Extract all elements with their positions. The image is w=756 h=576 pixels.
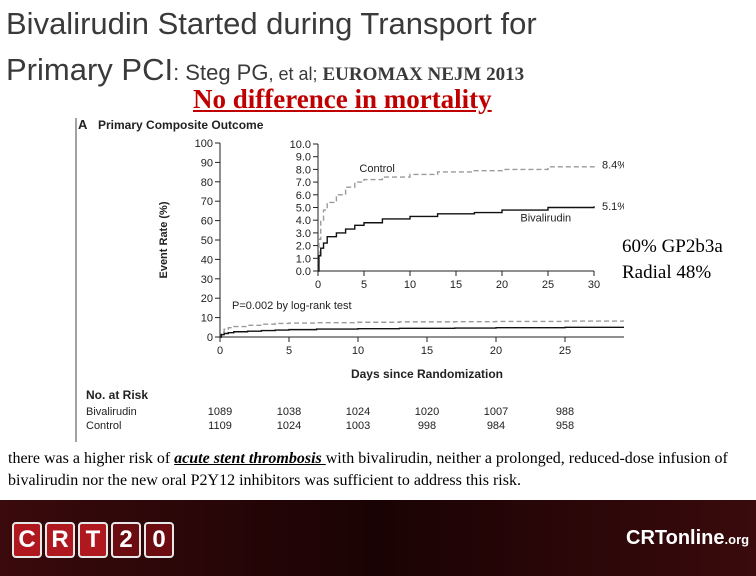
main-y-tick-label: 100 — [195, 138, 213, 150]
inset-y-tick-label: 4.0 — [296, 215, 311, 227]
logo-letter-t: T — [78, 522, 108, 558]
inset-curve-control — [318, 164, 595, 272]
at-risk-value: 988 — [556, 406, 574, 418]
inset-x-tick-label: 10 — [404, 279, 416, 291]
at-risk-value: 1024 — [346, 406, 370, 418]
at-risk-value: 998 — [418, 420, 436, 432]
inset-x-tick-label: 25 — [542, 279, 554, 291]
at-risk-value: 984 — [487, 420, 505, 432]
inset-y-tick-label: 7.0 — [296, 177, 311, 189]
at-risk-value: 958 — [556, 420, 574, 432]
main-y-tick-label: 30 — [201, 274, 213, 286]
crt20-logo: C R T 2 0 — [12, 522, 177, 558]
main-y-tick-label: 80 — [201, 177, 213, 189]
logo-digit-2: 2 — [111, 522, 141, 558]
inset-y-tick-label: 2.0 — [296, 241, 311, 253]
slide-title-line2: Primary PCI: Steg PG, et al; EUROMAX NEJ… — [6, 52, 524, 88]
inset-y-tick-label: 6.0 — [296, 190, 311, 202]
main-x-tick-label: 10 — [352, 345, 364, 357]
y-axis-label: Event Rate (%) — [158, 201, 170, 278]
inset-x-tick-label: 20 — [496, 279, 508, 291]
caption-post: with bivalirudin, neither a prolonged, r… — [8, 450, 728, 489]
chart-title: Primary Composite Outcome — [98, 118, 264, 132]
panel-label: A — [78, 117, 88, 132]
logo-letter-c: C — [12, 522, 42, 558]
side-note-gp2b3a: 60% GP2b3a — [622, 236, 723, 257]
at-risk-value: 1109 — [208, 420, 232, 432]
main-x-tick-label: 5 — [286, 345, 292, 357]
title-etal: , et al; — [268, 64, 323, 84]
main-x-tick-label: 20 — [490, 345, 502, 357]
inset-y-tick-label: 1.0 — [296, 253, 311, 265]
crtonline-logo: CRTonline.org — [626, 527, 749, 550]
logo-letter-r: R — [45, 522, 75, 558]
main-x-tick-label: 25 — [559, 345, 571, 357]
title-citation: EUROMAX NEJM 2013 — [322, 64, 525, 85]
main-y-tick-label: 50 — [201, 235, 213, 247]
footer-bar: C R T 2 0 CRTonline.org — [0, 500, 756, 576]
crtonline-suffix: .org — [724, 532, 750, 547]
main-y-tick-label: 0 — [207, 332, 213, 344]
title-author: : Steg PG — [173, 60, 269, 85]
at-risk-value: 1003 — [346, 420, 370, 432]
inset-y-tick-label: 0.0 — [296, 266, 311, 278]
caption-stent-thrombosis: acute stent thrombosis — [174, 450, 326, 467]
at-risk-heading: No. at Risk — [86, 388, 148, 402]
at-risk-value: 1020 — [415, 406, 439, 418]
main-x-tick-label: 0 — [217, 345, 223, 357]
p-value-label: P=0.002 by log-rank test — [232, 300, 352, 312]
end-label-control: 8.4% — [602, 159, 624, 171]
x-axis-label: Days since Randomization — [351, 367, 503, 381]
main-y-tick-label: 40 — [201, 254, 213, 266]
inset-x-tick-label: 0 — [315, 279, 321, 291]
title-topic: Primary PCI — [6, 52, 174, 87]
at-risk-row-label: Bivalirudin — [86, 406, 137, 418]
inset-label-control: Control — [359, 163, 394, 175]
bottom-caption: there was a higher risk of acute stent t… — [8, 448, 750, 492]
main-y-tick-label: 70 — [201, 196, 213, 208]
main-y-tick-label: 10 — [201, 313, 213, 325]
at-risk-value: 1089 — [208, 406, 232, 418]
inset-x-tick-label: 5 — [361, 279, 367, 291]
at-risk-value: 1038 — [277, 406, 301, 418]
headline-no-difference: No difference in mortality — [193, 84, 492, 114]
main-x-tick-label: 15 — [421, 345, 433, 357]
caption-pre: there was a higher risk of — [8, 450, 175, 467]
inset-y-tick-label: 9.0 — [296, 152, 311, 164]
inset-x-tick-label: 30 — [588, 279, 600, 291]
main-curve-control — [220, 320, 624, 338]
inset-curve-bivalirudin — [318, 206, 595, 272]
inset-y-tick-label: 10.0 — [290, 139, 311, 151]
at-risk-value: 1007 — [484, 406, 508, 418]
crtonline-main: CRTonline — [626, 527, 725, 549]
at-risk-row-label: Control — [86, 420, 121, 432]
inset-y-tick-label: 8.0 — [296, 164, 311, 176]
inset-label-bivalirudin: Bivalirudin — [520, 212, 571, 224]
at-risk-value: 1024 — [277, 420, 301, 432]
slide-title-line1: Bivalirudin Started during Transport for — [6, 6, 537, 41]
km-figure: A Primary Composite Outcome01020304050607… — [75, 117, 624, 442]
main-y-tick-label: 90 — [201, 157, 213, 169]
main-y-tick-label: 60 — [201, 216, 213, 228]
inset-y-tick-label: 5.0 — [296, 203, 311, 215]
main-y-tick-label: 20 — [201, 293, 213, 305]
inset-x-tick-label: 15 — [450, 279, 462, 291]
logo-digit-0: 0 — [144, 522, 174, 558]
side-note-radial: Radial 48% — [622, 262, 712, 283]
end-label-bivalirudin: 5.1% — [602, 201, 624, 213]
inset-y-tick-label: 3.0 — [296, 228, 311, 240]
main-curve-bivalirudin — [220, 326, 624, 338]
